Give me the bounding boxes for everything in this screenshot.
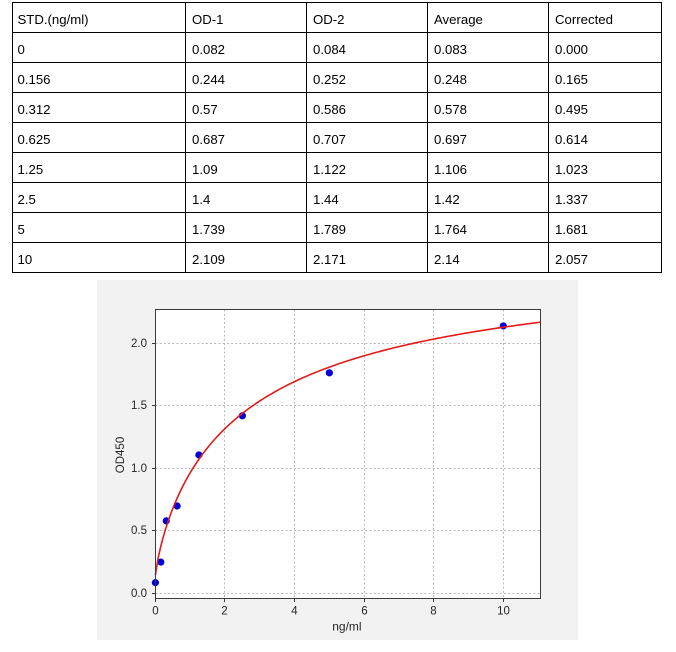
svg-text:6: 6	[361, 606, 367, 618]
svg-text:1.0: 1.0	[131, 463, 147, 475]
svg-text:1.5: 1.5	[131, 400, 147, 412]
svg-text:0.5: 0.5	[131, 525, 147, 537]
svg-text:4: 4	[291, 606, 298, 618]
svg-text:2.0: 2.0	[131, 338, 147, 350]
svg-text:10: 10	[497, 606, 510, 618]
svg-text:0.0: 0.0	[131, 588, 147, 600]
svg-text:ng/ml: ng/ml	[332, 619, 361, 633]
svg-text:0: 0	[152, 606, 158, 618]
svg-text:OD450: OD450	[115, 437, 127, 473]
svg-text:8: 8	[430, 606, 436, 618]
svg-text:2: 2	[221, 606, 227, 618]
